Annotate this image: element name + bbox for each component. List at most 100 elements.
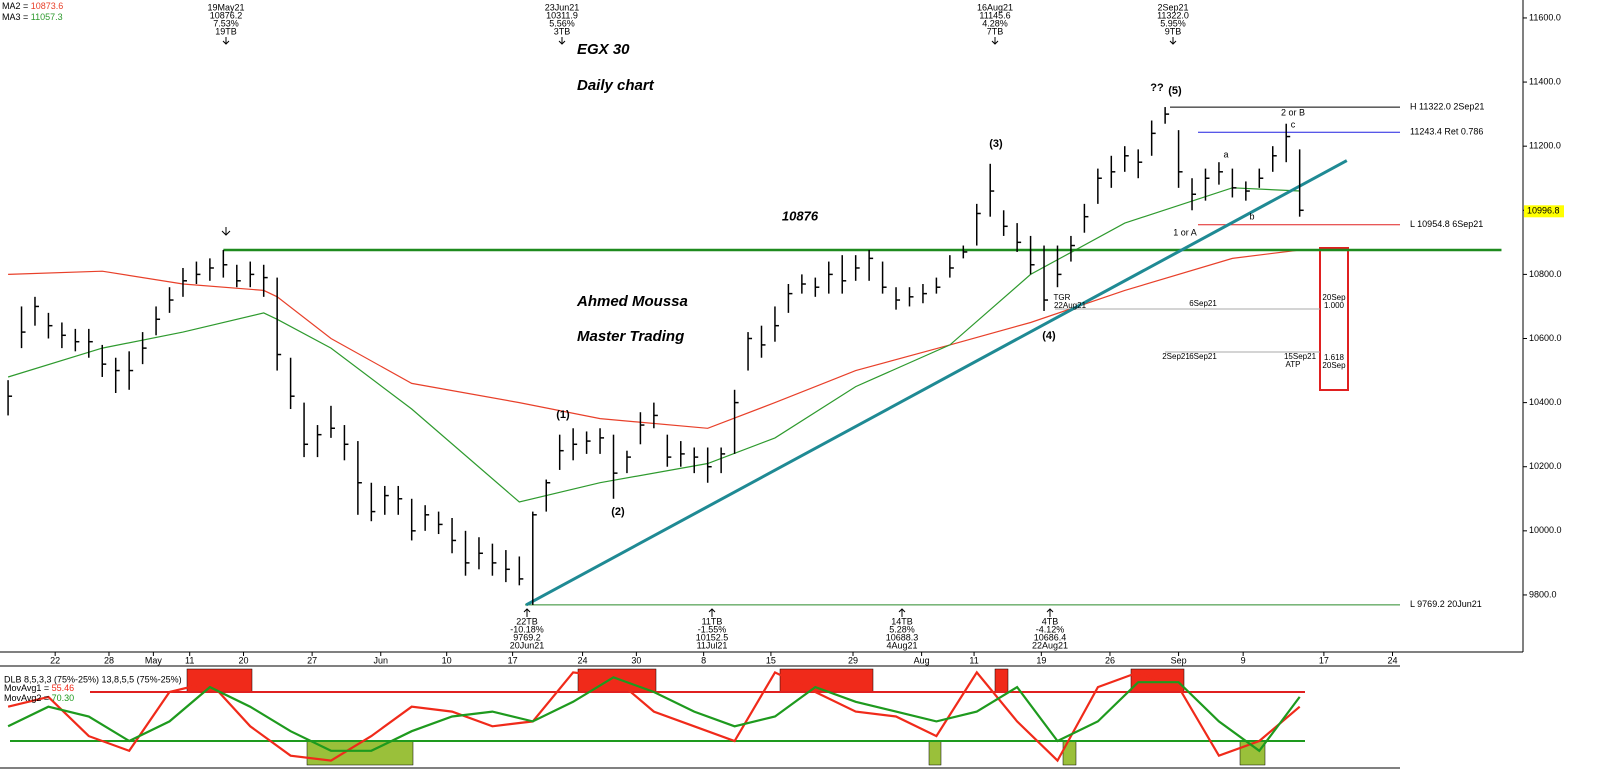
wave-label: (4) <box>1042 330 1056 342</box>
x-tick-label: 24 <box>578 655 588 665</box>
annotation-text: 22Aug21 <box>1032 640 1068 650</box>
x-tick-label: May <box>145 655 163 665</box>
x-tick-label: 24 <box>1387 655 1397 665</box>
x-tick-label: 9 <box>1241 655 1246 665</box>
wave-label: c <box>1291 119 1296 129</box>
wave-label: a <box>1223 149 1228 159</box>
small-label: 22Aug21 <box>1054 301 1087 310</box>
x-tick-label: 19 <box>1036 655 1046 665</box>
projection-label: 20Sep <box>1322 293 1346 302</box>
oscillator-line <box>7 670 1301 763</box>
annotation-text: 10311.9 <box>546 10 578 20</box>
level-label: L 9769.2 20Jun21 <box>1410 599 1482 609</box>
annotation-arrow <box>222 37 230 45</box>
legend-part: = <box>41 683 51 693</box>
x-tick-label: 17 <box>508 655 518 665</box>
y-tick-label: 11600.0 <box>1529 12 1561 22</box>
annotation-text: 20Jun21 <box>510 640 545 650</box>
x-tick-label: 27 <box>307 655 317 665</box>
last-price-label: 10996.8 <box>1527 206 1560 216</box>
legend-entry: MA2 = 10873.6 <box>2 1 63 11</box>
projection-label: 1.618 <box>1324 353 1345 362</box>
resistance-label: 10876 <box>782 208 819 223</box>
legend-part: = <box>21 1 31 11</box>
x-tick-label: 20 <box>239 655 249 665</box>
annotation-text: 5.56% <box>549 18 575 28</box>
level-label: 11243.4 Ret 0.786 <box>1410 127 1483 137</box>
x-tick-label: 30 <box>631 655 641 665</box>
legend-part: 11057.3 <box>31 12 63 22</box>
x-tick-label: 10 <box>442 655 452 665</box>
annotation-arrow <box>991 37 999 45</box>
x-tick-label: 26 <box>1105 655 1115 665</box>
annotation-text: 5.95% <box>1160 18 1186 28</box>
wave-label: (3) <box>989 138 1003 150</box>
annotation-text: 10876.2 <box>210 10 243 20</box>
legend-part: MA3 <box>2 12 21 22</box>
y-tick-label: 10800.0 <box>1529 269 1562 279</box>
annotation-text: 19TB <box>215 26 237 36</box>
wave-label: (1) <box>556 409 570 421</box>
x-tick-label: Jun <box>373 655 388 665</box>
annotation-text: -1.55% <box>698 624 727 634</box>
small-label: TGR <box>1054 293 1071 302</box>
wave-label: (2) <box>611 506 625 518</box>
annotation-text: 11322.0 <box>1157 10 1189 20</box>
level-label: H 11322.0 2Sep21 <box>1410 101 1484 111</box>
annotation-text: 5.28% <box>889 624 915 634</box>
annotation-arrow <box>898 608 906 617</box>
annotation-text: 7TB <box>987 26 1004 36</box>
author: Ahmed Moussa <box>576 293 688 310</box>
y-tick-label: 9800.0 <box>1529 589 1557 599</box>
annotation-text: -4.12% <box>1036 624 1065 634</box>
annotation-text: 19May21 <box>207 2 244 12</box>
oversold-zone <box>928 740 942 766</box>
annotation-text: 11145.6 <box>979 10 1010 20</box>
legend-part: 70.30 <box>52 693 75 703</box>
wave-label: ?? <box>1150 82 1164 94</box>
annotation-arrow <box>558 37 566 45</box>
chart-subtitle: Daily chart <box>577 77 655 94</box>
oversold-zone <box>1239 740 1266 766</box>
legend-part: = <box>21 12 31 22</box>
x-tick-label: 8 <box>701 655 706 665</box>
annotation-text: 10688.3 <box>886 632 919 642</box>
x-tick-label: 11 <box>185 655 194 665</box>
y-tick-label: 10600.0 <box>1529 333 1562 343</box>
annotation-arrow <box>1046 608 1054 617</box>
legend-entry: MA3 = 11057.3 <box>2 12 63 22</box>
wave-label: 1 or A <box>1173 227 1197 237</box>
y-tick-label: 10200.0 <box>1529 461 1562 471</box>
annotation-text: 23Jun21 <box>545 2 580 12</box>
legend-part: MA2 <box>2 1 21 11</box>
legend-part: 10873.6 <box>31 1 64 11</box>
annotation-text: 11Jul21 <box>697 640 728 650</box>
annotation-text: 4.28% <box>982 18 1008 28</box>
oversold-zone <box>306 740 414 766</box>
y-tick-label: 10400.0 <box>1529 397 1562 407</box>
small-label: 2Sep21 <box>1162 352 1190 361</box>
legend-entry: MovAvg2 = 70.30 <box>4 693 74 703</box>
peak-arrow <box>221 227 231 236</box>
moving-average <box>8 249 1300 429</box>
x-tick-label: 29 <box>848 655 858 665</box>
annotation-text: 2Sep21 <box>1157 2 1188 12</box>
x-tick-label: 11 <box>969 655 978 665</box>
annotation-arrow <box>708 608 716 617</box>
x-tick-label: Aug <box>914 655 930 665</box>
trendline <box>525 159 1348 607</box>
legend-part: 55.46 <box>52 683 75 693</box>
y-tick-label: 11200.0 <box>1529 141 1561 151</box>
annotation-text: 7.53% <box>213 18 239 28</box>
annotation-text: 11TB <box>702 616 723 626</box>
small-label: 6Sep21 <box>1189 299 1217 308</box>
legend-entry: MovAvg1 = 55.46 <box>4 683 74 693</box>
annotation-text: 9TB <box>1165 26 1182 36</box>
x-tick-label: 22 <box>50 655 60 665</box>
legend-part: = <box>41 693 51 703</box>
level-label: L 10954.8 6Sep21 <box>1410 219 1483 229</box>
annotation-text: -10.18% <box>510 624 544 634</box>
oversold-zone <box>1062 740 1077 766</box>
legend-part: MovAvg1 <box>4 683 41 693</box>
